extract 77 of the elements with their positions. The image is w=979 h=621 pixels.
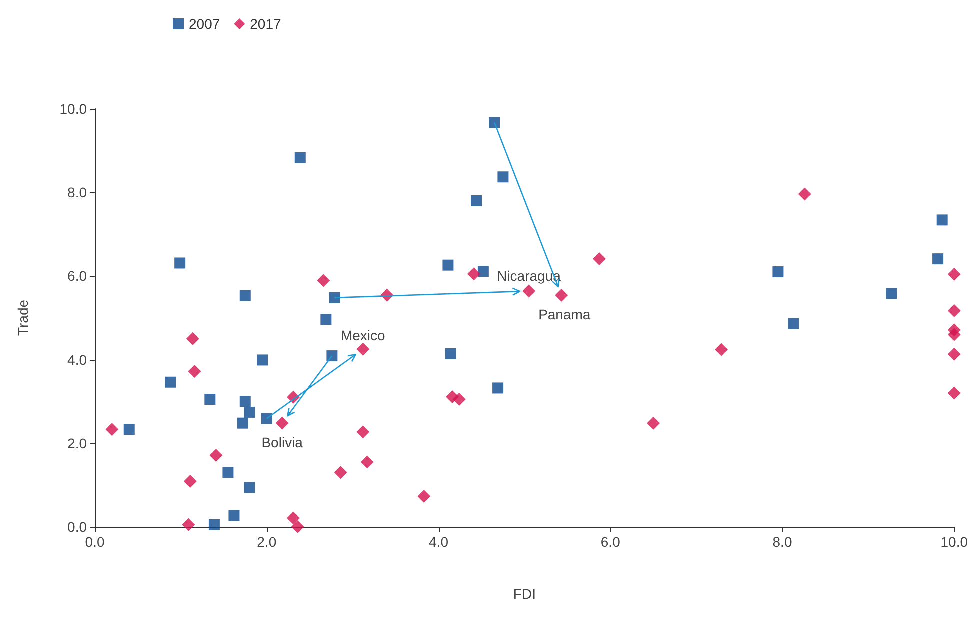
point (287, 512, 300, 525)
point (276, 416, 289, 430)
point (320, 314, 332, 326)
point (294, 152, 306, 164)
point (489, 117, 500, 128)
point (886, 288, 898, 300)
point (291, 520, 304, 534)
y-tick-label: 0.0 (68, 519, 88, 535)
annotation: Bolivia (262, 434, 304, 450)
point (948, 386, 961, 400)
point (261, 413, 272, 424)
point (222, 467, 234, 478)
point (356, 426, 370, 439)
annotation: Panama (538, 306, 591, 322)
point (592, 252, 606, 266)
point (356, 342, 370, 356)
y-tick-label: 6.0 (68, 268, 88, 284)
y-tick-label: 8.0 (68, 184, 88, 201)
y-axis-title: Trade (15, 300, 31, 336)
y-tick-label: 10.0 (60, 101, 88, 117)
point (948, 268, 961, 282)
x-tick-label: 8.0 (772, 534, 792, 550)
point (936, 214, 948, 226)
x-axis-title: FDI (513, 586, 536, 602)
x-tick-label: 0.0 (85, 534, 105, 550)
point (948, 304, 961, 318)
point (478, 266, 489, 278)
point (442, 260, 454, 271)
point (244, 406, 256, 418)
point (772, 266, 784, 278)
point (522, 284, 536, 298)
x-tick-label: 2.0 (257, 534, 277, 550)
annotation: Mexico (340, 327, 386, 344)
point (714, 343, 728, 356)
point (445, 348, 456, 360)
point (204, 394, 216, 406)
point (228, 510, 240, 522)
point (555, 288, 568, 302)
point (326, 350, 338, 362)
point (240, 396, 251, 408)
point (798, 188, 812, 201)
legend-label: 2007 (189, 16, 220, 32)
point (244, 482, 256, 494)
x-tick-label: 6.0 (600, 534, 621, 550)
point (329, 292, 340, 304)
point (106, 423, 119, 436)
point (334, 466, 348, 480)
point (165, 376, 176, 388)
point (932, 254, 944, 265)
point (124, 424, 135, 436)
point (182, 518, 196, 532)
point (257, 354, 268, 366)
point (317, 274, 330, 288)
y-tick-label: 4.0 (68, 352, 88, 368)
point (210, 449, 223, 462)
point (360, 456, 374, 469)
point (184, 474, 197, 488)
point (240, 290, 251, 302)
point (452, 393, 466, 406)
point (492, 382, 504, 394)
point (186, 332, 200, 346)
legend-label: 2017 (250, 16, 282, 32)
point (471, 195, 482, 206)
point (948, 328, 961, 342)
point (948, 348, 961, 361)
point (498, 172, 509, 183)
point (237, 418, 248, 429)
y-tick-label: 2.0 (68, 435, 88, 452)
point (418, 490, 431, 503)
point (788, 318, 800, 330)
x-tick-label: 10.0 (940, 534, 968, 550)
point (208, 519, 220, 530)
x-tick-label: 4.0 (429, 534, 449, 550)
point (174, 258, 186, 269)
point (188, 365, 202, 378)
point (467, 268, 480, 281)
point (647, 416, 660, 430)
